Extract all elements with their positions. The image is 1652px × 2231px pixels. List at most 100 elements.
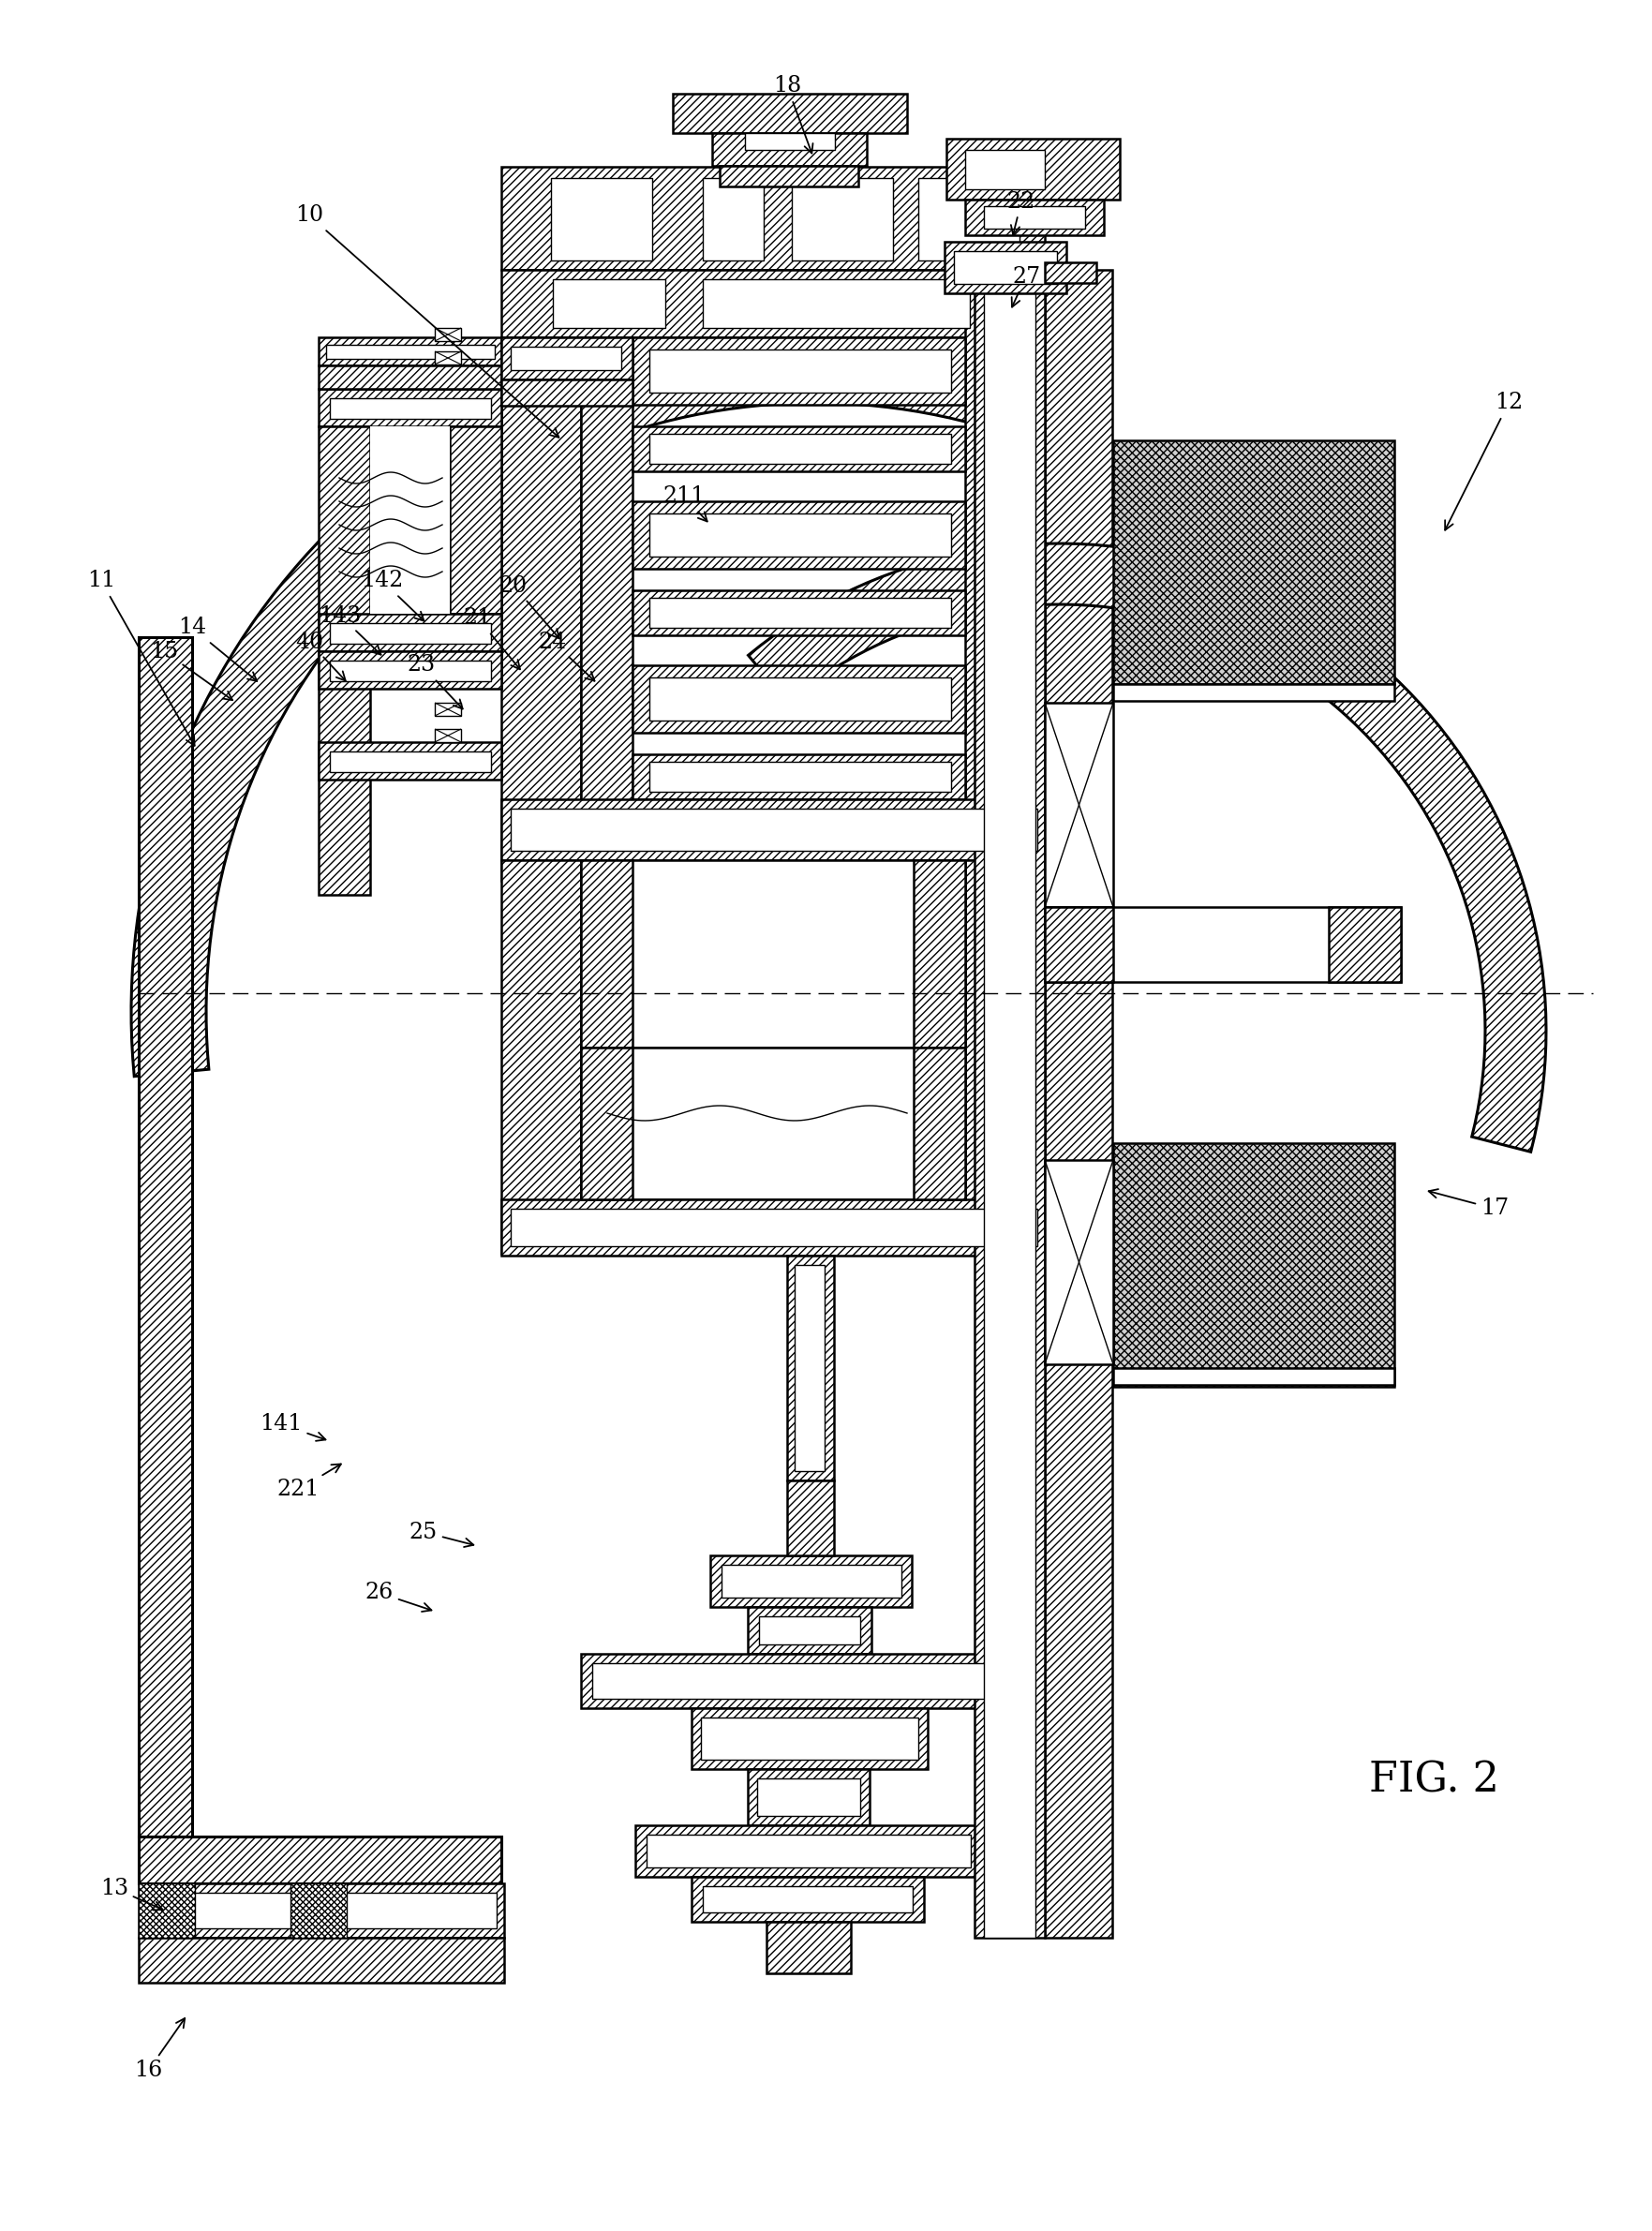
Bar	[501, 167, 1044, 270]
Text: 16: 16	[134, 2019, 185, 2082]
Bar	[434, 328, 461, 341]
Bar	[700, 1718, 919, 1760]
Bar	[582, 337, 633, 881]
Text: 17: 17	[1429, 1189, 1508, 1220]
Bar	[139, 1883, 504, 1939]
Bar	[712, 134, 867, 165]
Bar	[745, 134, 834, 149]
Bar	[914, 1049, 965, 1200]
Bar	[786, 1256, 834, 1481]
Bar	[501, 379, 633, 406]
Bar	[449, 426, 501, 614]
Bar	[139, 1939, 504, 1983]
Bar	[501, 861, 582, 1254]
Bar	[914, 861, 965, 1049]
Bar	[139, 1883, 195, 1939]
Bar	[501, 337, 633, 379]
Bar	[591, 1662, 1031, 1698]
Bar	[319, 337, 501, 366]
Text: 24: 24	[539, 631, 595, 680]
Text: 21: 21	[464, 607, 520, 669]
Bar	[945, 241, 1066, 292]
Text: 15: 15	[150, 640, 233, 701]
Bar	[501, 270, 1044, 337]
Bar	[748, 1769, 869, 1825]
Bar	[319, 426, 370, 895]
Bar	[646, 1834, 971, 1867]
Bar	[582, 861, 965, 1049]
Bar	[985, 205, 1085, 228]
Bar	[633, 591, 965, 636]
Bar	[757, 1778, 861, 1816]
Text: 40: 40	[296, 631, 345, 680]
Polygon shape	[139, 1836, 501, 1883]
Bar	[1044, 263, 1097, 283]
Text: 27: 27	[1011, 265, 1041, 308]
Text: 211: 211	[662, 486, 707, 522]
Bar	[582, 1049, 633, 1200]
Bar	[965, 270, 1044, 881]
Bar	[919, 178, 1019, 261]
Bar	[319, 743, 501, 779]
Text: 12: 12	[1446, 393, 1523, 531]
Bar	[150, 1892, 497, 1928]
Bar	[649, 678, 952, 721]
Bar	[633, 337, 965, 404]
Bar	[1044, 1160, 1113, 1365]
Bar	[1044, 908, 1113, 982]
Bar	[582, 1653, 1041, 1709]
Bar	[552, 178, 653, 261]
Bar	[985, 279, 1036, 1939]
Bar	[319, 388, 501, 426]
Text: 23: 23	[408, 654, 463, 709]
Bar	[758, 1615, 861, 1644]
Bar	[702, 1885, 912, 1912]
Bar	[1113, 685, 1394, 701]
Bar	[692, 1876, 923, 1921]
Bar	[319, 366, 501, 388]
Bar	[330, 660, 491, 680]
Bar	[501, 337, 582, 881]
Polygon shape	[748, 544, 1546, 1151]
Bar	[649, 513, 952, 556]
Text: 142: 142	[362, 571, 425, 620]
Bar	[582, 861, 633, 1049]
Bar	[975, 270, 1044, 1939]
Bar	[1113, 440, 1394, 685]
Bar	[633, 426, 965, 471]
Bar	[692, 1709, 928, 1769]
Bar	[636, 1825, 981, 1876]
Text: 14: 14	[178, 618, 258, 680]
Text: 18: 18	[773, 76, 813, 154]
Bar	[702, 279, 970, 328]
Text: 26: 26	[365, 1582, 431, 1611]
Bar	[510, 808, 1037, 850]
Bar	[965, 149, 1044, 190]
Bar	[1328, 908, 1401, 982]
Bar	[649, 433, 952, 464]
Bar	[722, 1564, 902, 1597]
Bar	[330, 752, 491, 772]
Bar	[953, 252, 1057, 283]
Bar	[748, 1606, 872, 1653]
Bar	[1044, 908, 1401, 982]
Bar	[1113, 1368, 1394, 1385]
Bar	[370, 426, 449, 614]
Bar	[791, 178, 894, 261]
Bar	[330, 397, 491, 419]
Bar	[319, 651, 501, 689]
Bar	[649, 598, 952, 627]
Bar	[633, 665, 965, 732]
Bar	[633, 502, 965, 569]
Bar	[434, 350, 461, 364]
Bar	[510, 1209, 1037, 1247]
Text: 13: 13	[101, 1876, 162, 1910]
Text: 10: 10	[296, 205, 558, 437]
Bar	[1113, 1142, 1394, 1388]
Text: 22: 22	[1008, 190, 1036, 234]
Text: 141: 141	[259, 1414, 325, 1441]
Bar	[434, 703, 461, 716]
Text: FIG. 2: FIG. 2	[1368, 1760, 1498, 1800]
Bar	[965, 199, 1104, 234]
Bar	[649, 350, 952, 393]
